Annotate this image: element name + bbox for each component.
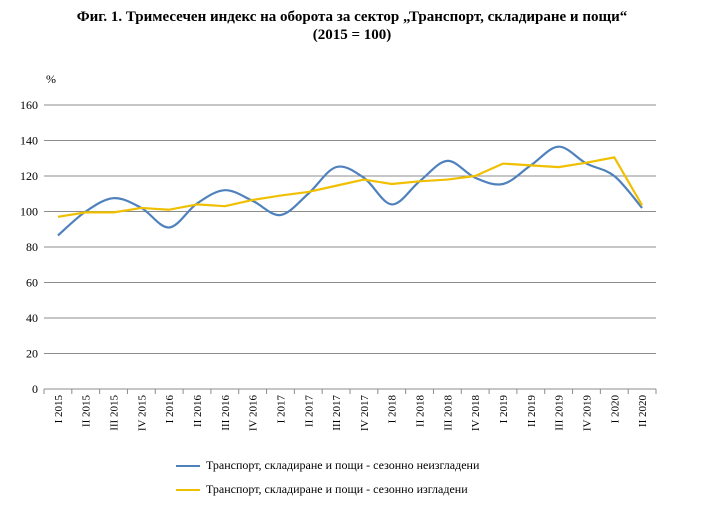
x-tick-label: II 2016 [192,395,204,428]
legend-item-adjusted: Транспорт, складиране и пощи - сезонно и… [176,482,468,497]
x-tick-label: II 2020 [637,395,649,428]
x-tick-label: III 2019 [554,395,566,431]
x-tick-label: II 2015 [81,395,93,428]
y-axis-unit-label: % [46,72,56,86]
chart-title: Фиг. 1. Тримесечен индекс на оборота за … [0,8,704,44]
legend-swatch-unadjusted [176,464,200,467]
x-tick-label: IV 2019 [581,395,593,432]
chart-title-line-1: Фиг. 1. Тримесечен индекс на оборота за … [76,9,628,25]
x-tick-label: II 2018 [415,395,427,428]
legend-swatch-adjusted [176,488,200,491]
x-tick-label: I 2019 [498,395,510,424]
x-tick-label: I 2017 [275,395,287,424]
y-tick-label-0: 0 [32,382,38,396]
y-tick-label-20: 20 [26,347,38,361]
legend-label-adjusted: Транспорт, складиране и пощи - сезонно и… [206,482,468,496]
x-tick-label: IV 2017 [359,395,371,432]
series-line-unadjusted [57,145,643,237]
legend-item-unadjusted: Транспорт, складиране и пощи - сезонно н… [176,458,479,473]
x-tick-label: IV 2016 [248,395,260,432]
y-tick-label-100: 100 [20,205,38,219]
chart-title-line-2: (2015 = 100) [312,27,392,43]
x-tick-label: III 2018 [442,395,454,431]
y-tick-label-60: 60 [26,276,38,290]
x-tick-label: III 2016 [220,395,232,431]
legend-label-unadjusted: Транспорт, складиране и пощи - сезонно н… [206,458,480,472]
x-tick-label: II 2019 [526,395,538,428]
x-tick-label: I 2015 [53,395,65,424]
x-tick-label: I 2020 [609,395,621,424]
y-tick-label-160: 160 [20,98,38,112]
x-tick-label: I 2018 [387,395,399,424]
y-tick-label-120: 120 [20,169,38,183]
x-tick-label: III 2017 [331,395,343,431]
y-tick-label-140: 140 [20,134,38,148]
x-tick-label: IV 2015 [136,395,148,432]
y-tick-label-80: 80 [26,240,38,254]
y-tick-label-40: 40 [26,311,38,325]
x-tick-label: IV 2018 [470,395,482,432]
x-tick-label: III 2015 [109,395,121,431]
series-line-adjusted [57,156,644,218]
x-tick-label: I 2016 [164,395,176,424]
x-tick-label: II 2017 [303,395,315,428]
